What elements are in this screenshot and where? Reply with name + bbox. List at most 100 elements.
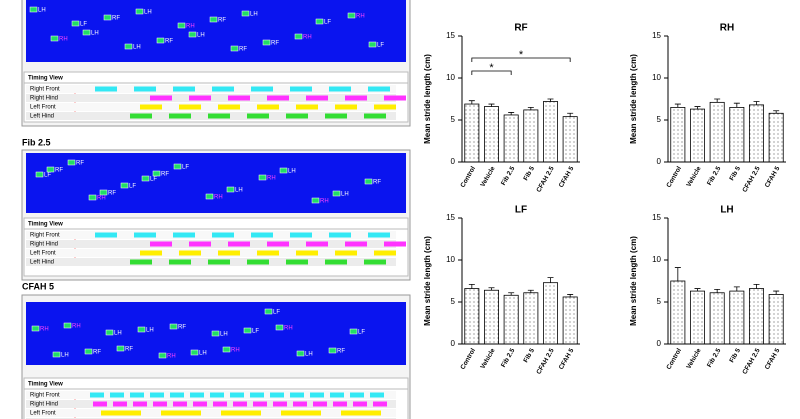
paw-box <box>275 324 284 331</box>
timing-row-label: Right Front <box>30 233 60 239</box>
error-bar <box>508 292 515 296</box>
paw-box <box>29 6 38 13</box>
error-bar <box>468 100 475 105</box>
timing-segment <box>95 232 117 238</box>
paw-label: LH <box>91 31 99 37</box>
error-bar <box>488 287 495 291</box>
paw-box <box>296 350 305 357</box>
paw-label: RF <box>125 347 133 353</box>
timing-title: Timing View <box>28 382 63 388</box>
timing-segment <box>370 392 384 398</box>
paw-label: LF <box>44 173 51 179</box>
timing-segment <box>150 392 164 398</box>
paw-box <box>141 175 150 182</box>
significance-mark: * <box>519 49 524 61</box>
paw-label: LH <box>38 8 46 14</box>
paw-label: RH <box>72 324 81 330</box>
error-bar <box>674 103 681 108</box>
error-bar <box>508 112 515 115</box>
paw-box <box>120 182 129 189</box>
paw-box <box>88 194 97 201</box>
timing-segment <box>345 95 367 101</box>
timing-segment <box>233 401 247 407</box>
y-tick-label: 0 <box>657 339 662 348</box>
timing-segment <box>335 250 357 256</box>
timing-segment <box>364 259 386 265</box>
bar <box>543 282 558 345</box>
paw-label: RH <box>97 196 106 202</box>
paw-box <box>205 193 214 200</box>
x-tick-label: CFAH 5 <box>558 165 576 189</box>
paw-box <box>35 171 44 178</box>
paw-label: LH <box>235 188 243 194</box>
y-tick-label: 10 <box>652 255 661 264</box>
axes <box>667 36 786 163</box>
x-tick-label: CFAH 5 <box>764 347 782 371</box>
paw-box <box>368 41 377 48</box>
paw-label: RF <box>337 349 345 355</box>
paw-label: RF <box>55 168 63 174</box>
error-bar <box>547 98 554 102</box>
timing-segment <box>169 113 191 119</box>
timing-segment <box>230 392 244 398</box>
paw-label: RF <box>112 16 120 22</box>
bar <box>729 290 745 345</box>
bar <box>690 108 705 163</box>
timing-segment <box>189 95 211 101</box>
error-bar <box>753 101 760 105</box>
timing-segment <box>212 232 234 238</box>
timing-segment <box>169 259 191 265</box>
y-tick-label: 5 <box>657 115 662 124</box>
bar <box>749 288 764 345</box>
timing-segment <box>179 250 201 256</box>
timing-segment <box>251 86 273 92</box>
timing-segment <box>335 104 357 110</box>
paw-box <box>311 197 320 204</box>
paw-box <box>173 163 182 170</box>
axes <box>667 218 786 345</box>
bar <box>768 294 784 345</box>
y-tick-label: 10 <box>446 73 455 82</box>
timing-segment <box>95 86 117 92</box>
bar <box>709 101 725 163</box>
bar <box>503 114 519 163</box>
error-bar <box>733 102 740 108</box>
x-tick-label: CFAH 5 <box>764 165 782 189</box>
paw-box <box>328 347 337 354</box>
timing-segment <box>368 86 390 92</box>
timing-segment <box>140 250 162 256</box>
timing-segment <box>306 95 328 101</box>
timing-segment <box>270 392 284 398</box>
error-bar <box>547 277 554 283</box>
timing-segment <box>189 241 211 247</box>
timing-segment <box>218 250 240 256</box>
timing-title: Timing View <box>28 76 63 82</box>
paw-label: RF <box>165 39 173 45</box>
panel-caption: CFAH 5 <box>22 281 54 291</box>
error-bar <box>714 98 721 103</box>
paw-label: LF <box>182 165 189 171</box>
x-tick-label: Fib 5 <box>728 165 742 182</box>
timing-row-label: Left Front <box>30 251 56 257</box>
paw-label: LF <box>358 330 365 336</box>
paw-box <box>67 159 76 166</box>
significance-mark: * <box>489 62 494 74</box>
paw-label: RH <box>167 354 176 360</box>
paw-box <box>71 20 80 27</box>
paw-label: LH <box>341 192 349 198</box>
paw-label: RH <box>267 176 276 182</box>
y-tick-label: 0 <box>451 339 456 348</box>
paw-label: RH <box>231 348 240 354</box>
x-tick-label: CFAH 5 <box>558 347 576 371</box>
timing-segment <box>170 392 184 398</box>
timing-row-label: Right Hind <box>30 402 58 408</box>
error-bar <box>694 106 701 110</box>
timing-segment <box>90 392 104 398</box>
chart-title: RH <box>720 23 734 34</box>
paw-box <box>169 323 178 330</box>
x-tick-label: Fib 5 <box>728 347 742 364</box>
timing-segment <box>313 401 327 407</box>
timing-segment <box>374 104 396 110</box>
timing-row-label: Left Front <box>30 105 56 111</box>
paw-label: RH <box>303 35 312 41</box>
